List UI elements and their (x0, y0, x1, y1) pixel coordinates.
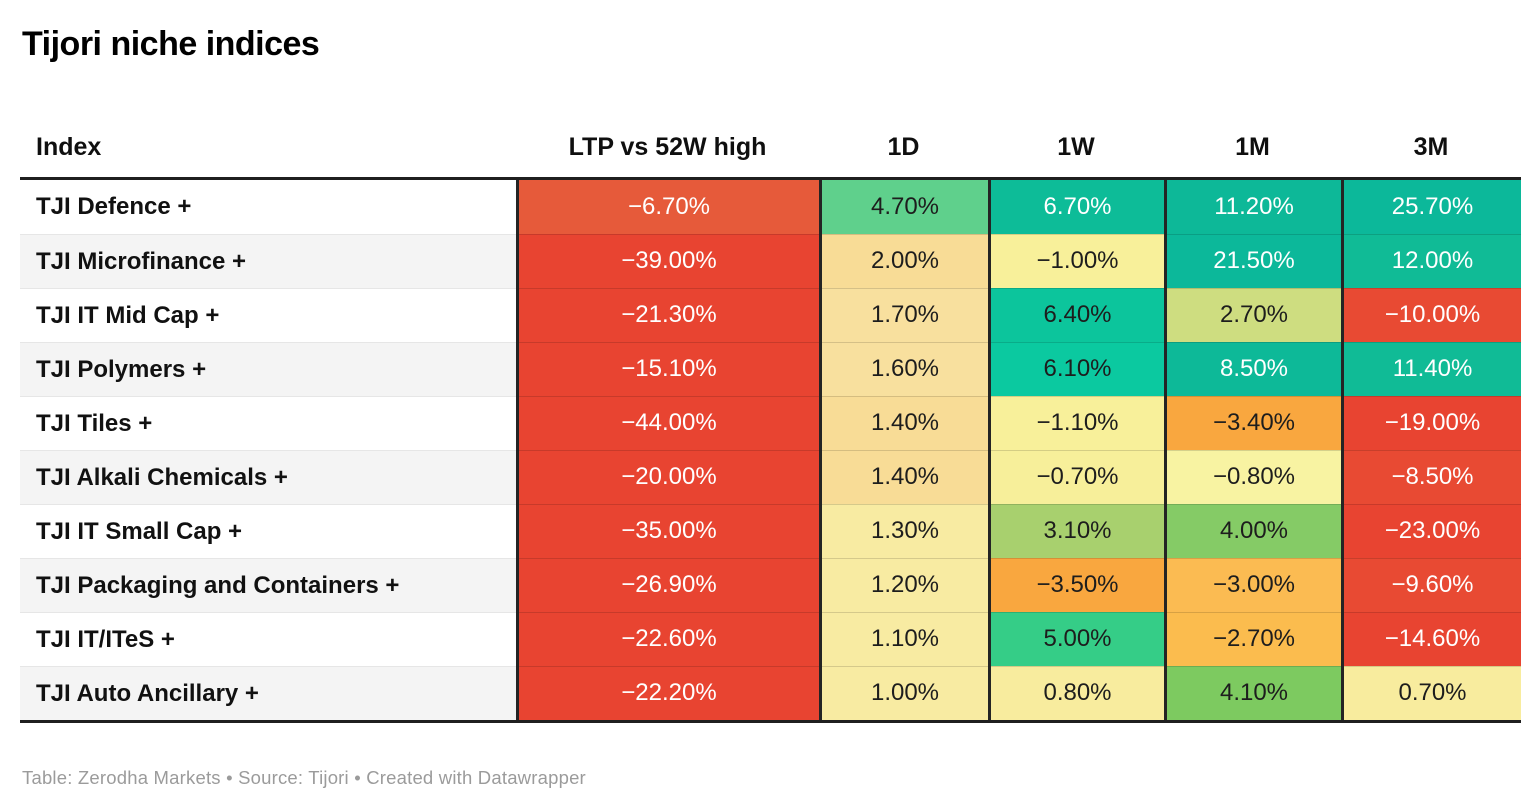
value-cell-1d: 2.00% (819, 234, 988, 288)
column-header-1d: 1D (887, 133, 920, 161)
value-cell-3m: 25.70% (1341, 180, 1521, 234)
value-cell-1m: −3.00% (1164, 558, 1341, 612)
value-cell-1w: 6.70% (988, 180, 1164, 234)
table-row: TJI IT Small Cap + −35.00% 1.30% 3.10% 4.00%… (20, 504, 1521, 558)
value-cell-1m: 2.70% (1164, 288, 1341, 342)
value-cell-3m: −19.00% (1341, 396, 1521, 450)
value-cell-3m: 11.40% (1341, 342, 1521, 396)
index-name-cell: TJI Packaging and Containers + (20, 558, 516, 612)
column-header-3m: 3M (1413, 133, 1449, 161)
value-cell-ltp: −35.00% (516, 504, 819, 558)
value-cell-1w: −3.50% (988, 558, 1164, 612)
attribution-footer: Table: Zerodha Markets • Source: Tijori … (22, 767, 586, 788)
value-cell-1d: 1.40% (819, 450, 988, 504)
page-title: Tijori niche indices (22, 25, 320, 63)
value-cell-1d: 1.60% (819, 342, 988, 396)
value-cell-1w: 6.10% (988, 342, 1164, 396)
index-name-cell: TJI Alkali Chemicals + (20, 450, 516, 504)
index-name-cell: TJI IT Small Cap + (20, 504, 516, 558)
value-cell-ltp: −26.90% (516, 558, 819, 612)
index-name-cell: TJI IT Mid Cap + (20, 288, 516, 342)
table-row: TJI Tiles + −44.00% 1.40% −1.10% −3.40% −19.0… (20, 396, 1521, 450)
value-cell-1d: 4.70% (819, 180, 988, 234)
table-row: TJI Microfinance + −39.00% 2.00% −1.00% 21.5… (20, 234, 1521, 288)
value-cell-ltp: −39.00% (516, 234, 819, 288)
index-name-cell: TJI Defence + (20, 180, 516, 234)
value-cell-1m: 11.20% (1164, 180, 1341, 234)
value-cell-1w: 6.40% (988, 288, 1164, 342)
value-cell-1d: 1.40% (819, 396, 988, 450)
value-cell-ltp: −20.00% (516, 450, 819, 504)
value-cell-1w: 0.80% (988, 666, 1164, 720)
value-cell-ltp: −21.30% (516, 288, 819, 342)
value-cell-3m: −9.60% (1341, 558, 1521, 612)
table-row: TJI Alkali Chemicals + −20.00% 1.40% −0.70%… (20, 450, 1521, 504)
column-header-ltp-vs-52w-high: LTP vs 52W high (568, 133, 767, 161)
value-cell-ltp: −44.00% (516, 396, 819, 450)
value-cell-1m: 4.00% (1164, 504, 1341, 558)
value-cell-3m: −8.50% (1341, 450, 1521, 504)
index-name-cell: TJI Tiles + (20, 396, 516, 450)
value-cell-1w: −1.00% (988, 234, 1164, 288)
table-body: TJI Defence + −6.70% 4.70% 6.70% 11.20% 25.70… (20, 177, 1521, 723)
value-cell-3m: −23.00% (1341, 504, 1521, 558)
table-row: TJI Polymers + −15.10% 1.60% 6.10% 8.50% 11.4… (20, 342, 1521, 396)
value-cell-1d: 1.00% (819, 666, 988, 720)
value-cell-ltp: −6.70% (516, 180, 819, 234)
column-header-1w: 1W (1057, 133, 1095, 161)
value-cell-ltp: −22.60% (516, 612, 819, 666)
value-cell-1d: 1.70% (819, 288, 988, 342)
value-cell-1m: −2.70% (1164, 612, 1341, 666)
table-row: TJI IT/ITeS + −22.60% 1.10% 5.00% −2.70% −14.… (20, 612, 1521, 666)
column-header-1m: 1M (1235, 133, 1270, 161)
value-cell-1m: 8.50% (1164, 342, 1341, 396)
value-cell-3m: −10.00% (1341, 288, 1521, 342)
value-cell-1m: 4.10% (1164, 666, 1341, 720)
index-name-cell: TJI Auto Ancillary + (20, 666, 516, 720)
value-cell-ltp: −15.10% (516, 342, 819, 396)
column-header-index: Index (36, 133, 102, 161)
table-header-row: Index LTP vs 52W high 1D 1W 1M 3M (20, 118, 1521, 177)
value-cell-3m: 0.70% (1341, 666, 1521, 720)
value-cell-1m: 21.50% (1164, 234, 1341, 288)
value-cell-1m: −0.80% (1164, 450, 1341, 504)
index-name-cell: TJI IT/ITeS + (20, 612, 516, 666)
value-cell-3m: −14.60% (1341, 612, 1521, 666)
value-cell-1w: −1.10% (988, 396, 1164, 450)
index-name-cell: TJI Polymers + (20, 342, 516, 396)
value-cell-1w: 3.10% (988, 504, 1164, 558)
value-cell-1d: 1.20% (819, 558, 988, 612)
table-row: TJI Defence + −6.70% 4.70% 6.70% 11.20% 25.70… (20, 180, 1521, 234)
value-cell-1m: −3.40% (1164, 396, 1341, 450)
index-name-cell: TJI Microfinance + (20, 234, 516, 288)
table-row: TJI Auto Ancillary + −22.20% 1.00% 0.80% 4.1… (20, 666, 1521, 720)
value-cell-1w: −0.70% (988, 450, 1164, 504)
value-cell-ltp: −22.20% (516, 666, 819, 720)
value-cell-1d: 1.10% (819, 612, 988, 666)
value-cell-3m: 12.00% (1341, 234, 1521, 288)
table-row: TJI Packaging and Containers + −26.90% 1.2… (20, 558, 1521, 612)
value-cell-1w: 5.00% (988, 612, 1164, 666)
table-row: TJI IT Mid Cap + −21.30% 1.70% 6.40% 2.70% −1… (20, 288, 1521, 342)
value-cell-1d: 1.30% (819, 504, 988, 558)
indices-table: Index LTP vs 52W high 1D 1W 1M 3M TJI De… (20, 118, 1521, 723)
